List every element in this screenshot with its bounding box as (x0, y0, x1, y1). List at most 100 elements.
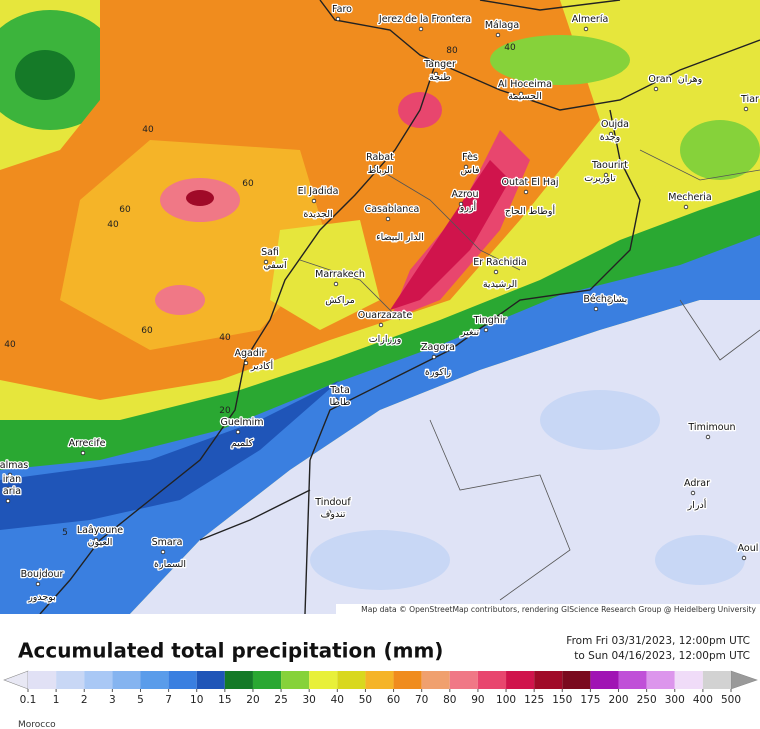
city-name: Tanger (423, 59, 456, 70)
city-name: Jerez de la Frontera (378, 14, 471, 25)
city-name: Outat El Haj (501, 177, 558, 188)
city-name: Tiar (740, 94, 759, 105)
legend-title: Accumulated total precipitation (mm) (18, 639, 443, 663)
city-name-arabic: وهران (678, 74, 702, 85)
city-name-arabic: بشار (608, 294, 628, 305)
contour-label: 40 (219, 333, 231, 343)
color-swatch (281, 671, 310, 689)
city-dot (93, 537, 99, 543)
city-dot (243, 360, 249, 366)
color-swatch (477, 671, 507, 689)
color-swatch (702, 671, 731, 689)
city-name: El Jadida (298, 186, 339, 197)
city-name: Oujda (601, 119, 629, 130)
city-name-arabic: مراكش (325, 295, 355, 306)
city-dot (263, 259, 269, 265)
city-name: Arrecife (69, 438, 106, 449)
city-dot (418, 26, 424, 32)
city-dot (583, 26, 589, 32)
contour-label: 40 (142, 125, 154, 135)
city-name-arabic: فاس (460, 165, 479, 176)
city-name-arabic: تاوريرت (584, 173, 616, 184)
city-name: Zagora (421, 342, 455, 353)
legend-label: 90 (471, 694, 484, 706)
city-dot (433, 71, 439, 77)
city-dot (385, 216, 391, 222)
city-dot (608, 131, 614, 137)
city-dot (311, 198, 317, 204)
attribution: Map data © OpenStreetMap contributors, r… (361, 605, 756, 614)
legend-label: 175 (580, 694, 600, 706)
color-swatch (168, 671, 197, 689)
city-name: Taourirt (591, 160, 628, 171)
legend-label: 7 (165, 694, 172, 706)
city-dot (483, 327, 489, 333)
legend-label: 20 (246, 694, 259, 706)
city-dot (35, 581, 41, 587)
city-dot (5, 498, 11, 504)
city-name: Oran (648, 74, 671, 85)
city-name-arabic: أكادير (250, 359, 274, 372)
legend-label: 50 (359, 694, 372, 706)
city-name: aria (3, 486, 21, 497)
city-name: Ouarzazate (358, 310, 413, 321)
city-name-arabic: الجديدة (303, 209, 332, 220)
city-name-arabic: السمارة (154, 559, 186, 570)
city-name: Aoul (738, 543, 759, 554)
city-name: Almería (572, 14, 609, 25)
contour-label: 60 (141, 326, 153, 336)
city-dot (235, 429, 241, 435)
contour-label: 60 (242, 179, 254, 189)
city-name: Guelmim (220, 417, 263, 428)
color-swatch (534, 671, 563, 689)
contour-label: 40 (504, 43, 516, 53)
city-name-arabic: الرباط (367, 165, 392, 176)
city-name: Mecheria (668, 192, 712, 203)
period-to: to Sun 04/16/2023, 12:00pm UTC (574, 650, 750, 662)
color-swatch (562, 671, 591, 689)
legend-label: 125 (524, 694, 544, 706)
city-name: Er Rachidia (473, 257, 527, 268)
city-name-arabic: العيون (88, 537, 113, 548)
city-name-arabic: تندوف (321, 509, 346, 520)
city-name-arabic: طنجة (429, 72, 451, 83)
legend-label: 200 (608, 694, 628, 706)
city-name-arabic: طاطا (330, 397, 351, 408)
city-name-arabic: آسفي (263, 258, 287, 271)
city-name-arabic: أوطاط الحاج (505, 204, 556, 217)
over-arrow (730, 670, 758, 690)
legend-label: 1 (53, 694, 60, 706)
city-name: Azrou (451, 189, 478, 200)
city-name: Béchar (583, 294, 616, 305)
city-dot (7, 472, 13, 478)
color-swatch (618, 671, 647, 689)
city-dot (705, 434, 711, 440)
city-dot (690, 490, 696, 496)
legend-label: 40 (331, 694, 344, 706)
color-swatch (506, 671, 535, 689)
city-name: Safi (261, 247, 279, 258)
city-name: Marrakech (315, 269, 365, 280)
city-dot (431, 354, 437, 360)
color-bar: 0.1 1 2 3 5 7 10 15 20 25 30 40 50 60 70 80 90 100 125 150 1… (3, 670, 758, 706)
city-name: Boujdour (21, 569, 64, 580)
city-name: Adrar (684, 478, 710, 489)
legend-label: 150 (552, 694, 572, 706)
contour-label: 5 (62, 528, 68, 538)
color-swatch (421, 671, 450, 689)
city-dot (683, 204, 689, 210)
city-name-arabic: زاكورة (425, 367, 452, 378)
city-name: Laâyoune (77, 525, 123, 536)
legend-label: 10 (190, 694, 203, 706)
city-dot (463, 164, 469, 170)
color-swatch (224, 671, 253, 689)
city-name: Fès (462, 152, 478, 163)
city-dot (593, 306, 599, 312)
contour-label: 20 (219, 406, 231, 416)
legend-label: 0.1 (20, 694, 37, 706)
city-name: Al Hoceima (498, 79, 552, 90)
city-dot (335, 16, 341, 22)
city-dot (523, 189, 529, 195)
